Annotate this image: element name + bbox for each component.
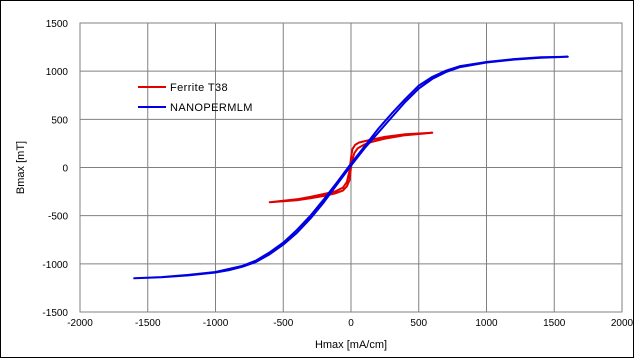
- y-tick-label: 0: [62, 164, 68, 175]
- x-tick-label: -2000: [67, 318, 93, 329]
- x-tick-label: -500: [273, 318, 293, 329]
- series-line-nanopermlm: [133, 55, 569, 280]
- x-tick-label: 1000: [475, 318, 498, 329]
- y-tick-label: -1500: [42, 308, 68, 319]
- y-tick-label: 1000: [46, 67, 69, 78]
- x-tick-label: 1500: [543, 318, 566, 329]
- y-axis-title: Bmax [mT]: [15, 141, 27, 194]
- series-line-ferrite-t38: [268, 131, 434, 204]
- legend-label-nanopermlm: NANOPERMLM: [170, 102, 253, 114]
- x-tick-label: 0: [348, 318, 354, 329]
- y-tick-label: 500: [51, 115, 68, 126]
- plot-border: [79, 22, 623, 313]
- x-tick-label: 500: [410, 318, 427, 329]
- x-tick-label: 2000: [611, 318, 634, 329]
- y-tick-label: -1000: [42, 260, 68, 271]
- y-tick-label: 1500: [46, 19, 69, 30]
- legend: Ferrite T38 NANOPERMLM: [138, 82, 253, 114]
- series-layer: [133, 55, 569, 280]
- x-tick-label: -1500: [135, 318, 161, 329]
- legend-label-ferrite-t38: Ferrite T38: [170, 82, 228, 94]
- x-axis-title: Hmax [mA/cm]: [315, 339, 387, 351]
- y-tick-label: -500: [48, 212, 68, 223]
- x-tick-label: -1000: [203, 318, 229, 329]
- tick-labels: -2000 -1500 -1000 -500 0 500 1000 1500 2000-1500…: [42, 19, 633, 329]
